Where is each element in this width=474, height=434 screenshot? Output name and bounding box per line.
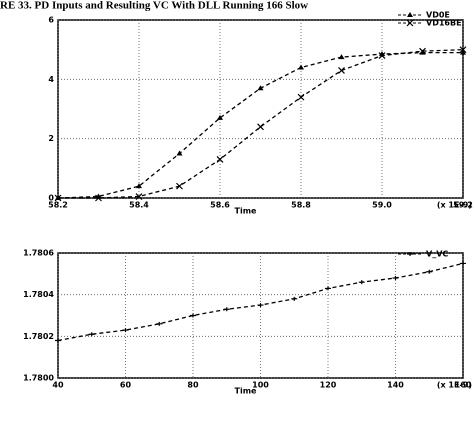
data-point (54, 194, 62, 202)
x-axis-unit: (x 1E-9) (437, 201, 472, 210)
data-point (216, 156, 224, 163)
data-point (95, 194, 102, 202)
y-tick-label: 0 (48, 194, 54, 203)
y-tick-label: 1.7800 (23, 374, 54, 383)
data-point (122, 328, 129, 333)
x-tick-label: 59.0 (372, 201, 392, 210)
data-point (358, 280, 365, 285)
y-tick-label: 1.7804 (23, 290, 54, 299)
legend-label: V_VC (426, 250, 448, 259)
x-tick-label: 80 (187, 381, 199, 390)
y-tick-label: 4 (48, 75, 54, 84)
data-point (459, 46, 467, 54)
x-tick-label: 160 (455, 381, 472, 390)
legend-marker (406, 19, 414, 27)
y-tick-label: 1.7802 (23, 332, 54, 341)
plot-frame (57, 19, 464, 199)
data-point (257, 85, 264, 91)
x-tick-label: 58.2 (48, 201, 68, 210)
data-point (156, 321, 163, 326)
legend-marker (407, 252, 413, 256)
figure-title: RE 33. PD Inputs and Resulting VC With D… (0, 0, 308, 12)
data-point (298, 64, 304, 70)
y-tick-label: 2 (48, 134, 54, 143)
data-point (338, 54, 345, 60)
x-tick-label: 60 (120, 381, 132, 390)
data-point (460, 49, 466, 55)
series-line (57, 51, 463, 199)
x-tick-label: 140 (387, 381, 404, 390)
data-point (325, 286, 331, 291)
y-tick-label: 6 (48, 16, 54, 25)
x-axis-unit: (x 1E-9) (437, 381, 472, 390)
data-point (392, 276, 399, 280)
data-point (176, 150, 183, 156)
data-point (460, 261, 466, 266)
data-point (55, 338, 61, 343)
x-axis-label: Time (235, 387, 258, 396)
data-point (88, 332, 95, 337)
data-point (223, 307, 230, 312)
legend-marker (407, 12, 413, 17)
data-point (291, 296, 298, 301)
data-point (217, 114, 223, 120)
data-point (257, 303, 264, 308)
legend-label: VD0E (426, 11, 450, 20)
x-tick-label: 58.4 (129, 201, 149, 210)
x-tick-label: 58.8 (291, 201, 311, 210)
x-tick-label: 100 (252, 381, 269, 390)
data-point (257, 123, 264, 131)
data-point (176, 182, 183, 190)
data-point (135, 193, 143, 200)
x-axis-label: Time (235, 207, 258, 216)
y-tick-label: 1.7806 (23, 249, 54, 258)
x-tick-label: 120 (320, 381, 337, 390)
data-point (297, 93, 305, 101)
data-point (378, 52, 386, 60)
data-point (338, 67, 345, 74)
x-tick-label: 59.2 (453, 201, 473, 210)
x-tick-label: 58.6 (210, 201, 230, 210)
data-point (190, 313, 196, 318)
x-tick-label: 40 (52, 381, 64, 390)
data-point (419, 47, 426, 55)
data-point (136, 183, 142, 189)
legend-label: VD16BE (426, 19, 462, 28)
series-line (58, 49, 464, 199)
data-point (426, 269, 433, 274)
